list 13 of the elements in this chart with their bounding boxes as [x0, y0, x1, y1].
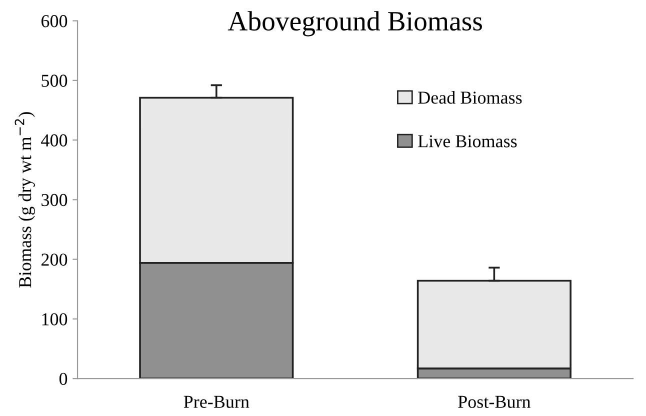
y-tick-label: 100 [42, 313, 68, 326]
y-tick-label: 600 [41, 15, 68, 28]
y-axis-title: Biomass (g dry wt m$^{−2}$) [14, 112, 35, 288]
legend-label: Dead Biomass [418, 91, 522, 104]
y-tick-label: 500 [42, 74, 68, 87]
y-tick-label: 200 [42, 254, 68, 266]
y-tick-label: 0 [59, 372, 68, 385]
y-tick-label: 400 [41, 134, 68, 146]
legend-label: Live Biomass [418, 135, 517, 148]
x-tick-label: Post-Burn [458, 396, 531, 408]
x-tick-label: Pre-Burn [184, 396, 250, 408]
chart-title: Aboveground Biomass [228, 11, 482, 36]
y-tick-label: 300 [42, 194, 68, 206]
